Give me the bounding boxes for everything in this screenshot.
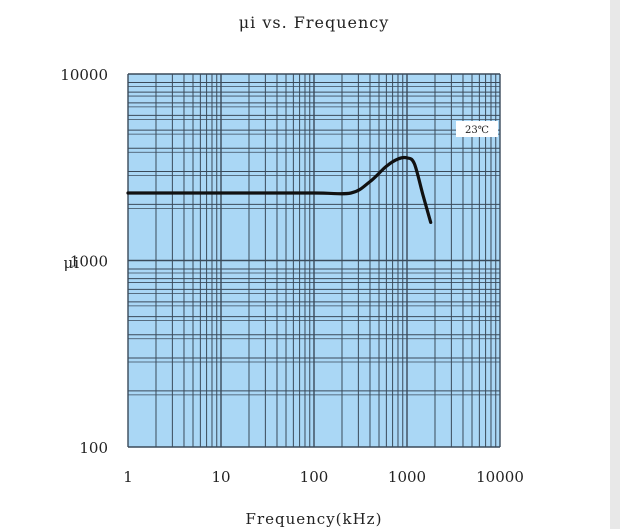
x-tick-label: 10000 bbox=[476, 468, 524, 486]
temperature-annotation: 23℃ bbox=[465, 125, 489, 136]
series-line bbox=[126, 155, 433, 224]
grid-lines bbox=[127, 73, 501, 448]
y-tick-label: 10000 bbox=[60, 66, 108, 84]
x-tick-label: 1 bbox=[123, 468, 133, 486]
x-tick-label: 1000 bbox=[388, 468, 426, 486]
y-axis-label: μi bbox=[63, 254, 80, 272]
tick-labels: 1 10 100 1000 10000 100 1000 10000 bbox=[60, 66, 524, 486]
y-tick-label: 1000 bbox=[70, 253, 108, 271]
y-tick-label: 100 bbox=[79, 439, 108, 457]
right-edge-strip bbox=[610, 0, 620, 529]
x-tick-label: 100 bbox=[300, 468, 329, 486]
x-axis-label: Frequency(kHz) bbox=[246, 510, 383, 528]
chart-title: μi vs. Frequency bbox=[239, 13, 390, 32]
temperature-annotation-box bbox=[456, 121, 498, 137]
series-layer bbox=[126, 155, 433, 224]
x-tick-label: 10 bbox=[211, 468, 230, 486]
